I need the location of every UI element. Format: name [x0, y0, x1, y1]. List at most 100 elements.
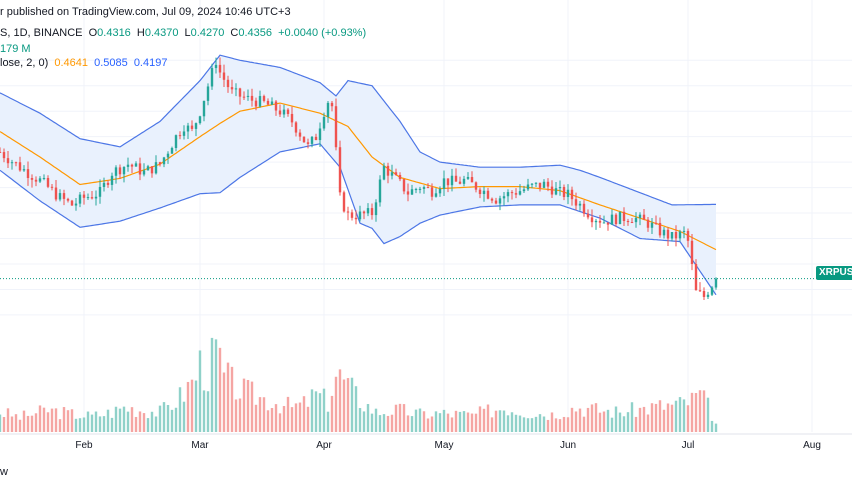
candle-body: [178, 135, 182, 137]
volume-bar: [418, 408, 422, 432]
candle-body: [386, 165, 390, 176]
candle-body: [690, 240, 694, 264]
candle-body: [526, 184, 530, 190]
candle-body: [66, 198, 70, 201]
volume-bar: [638, 407, 642, 432]
candle-body: [566, 189, 570, 198]
candle-body: [438, 188, 442, 194]
candle-body: [398, 174, 402, 180]
volume-bar: [486, 404, 490, 432]
volume-bar: [286, 396, 290, 432]
low-label: L: [184, 27, 191, 39]
volume-bar: [622, 416, 626, 432]
candle-body: [274, 101, 278, 111]
volume-bar: [398, 403, 402, 432]
bollinger-basis-line: [0, 102, 717, 251]
candle-body: [150, 166, 154, 174]
candle-body: [554, 188, 558, 195]
candle-body: [478, 189, 482, 195]
volume-bar: [22, 410, 26, 432]
volume-bar: [478, 406, 482, 432]
close-label: C: [230, 27, 239, 39]
candle-body: [366, 208, 370, 214]
candle-body: [26, 169, 30, 179]
volume-bar: [370, 413, 374, 432]
candle-body: [406, 191, 410, 195]
volume-bar: [42, 407, 46, 432]
volume-bar: [346, 378, 350, 432]
candle-body: [82, 194, 86, 198]
volume-bar: [290, 407, 294, 432]
candle-body: [490, 198, 494, 201]
candle-body: [414, 189, 418, 191]
volume-bar: [498, 410, 502, 432]
candle-body: [238, 88, 242, 97]
volume-bar: [646, 414, 650, 432]
candle-body: [202, 100, 206, 117]
candle-body: [22, 169, 26, 171]
candle-body: [86, 197, 90, 199]
candle-body: [290, 113, 294, 123]
volume-bar: [130, 407, 134, 432]
candle-body: [250, 95, 254, 101]
volume-bar: [326, 411, 330, 432]
candle-body: [482, 190, 486, 195]
candle-body: [138, 163, 142, 175]
volume-bar: [394, 404, 398, 432]
volume-bar: [182, 401, 186, 432]
volume-bar: [454, 410, 458, 432]
volume-bar: [514, 414, 518, 432]
candle-body: [262, 96, 266, 101]
candle-body: [210, 68, 214, 87]
candle-body: [446, 178, 450, 186]
volume-bar: [254, 404, 258, 432]
volume-bar: [546, 419, 550, 432]
candle-body: [154, 162, 158, 174]
volume-bar: [54, 408, 58, 432]
candle-body: [570, 189, 574, 200]
bollinger-params: lose, 2, 0): [0, 57, 49, 69]
candle-body: [118, 167, 122, 175]
volume-bar: [578, 408, 582, 432]
volume-bar: [78, 418, 82, 432]
volume-bar: [314, 391, 318, 432]
volume-bar: [214, 339, 218, 432]
volume-bar: [86, 411, 90, 432]
candle-body: [254, 100, 258, 107]
candle-body: [122, 166, 126, 175]
volume-bar: [446, 413, 450, 432]
volume-bar: [50, 408, 54, 432]
candle-body: [514, 193, 518, 195]
candle-body: [542, 181, 546, 188]
candle-body: [326, 102, 330, 117]
candle-body: [594, 220, 598, 223]
volume-bar: [258, 397, 262, 432]
volume-bar: [374, 408, 378, 432]
volume-bar: [14, 414, 18, 432]
volume-bar: [602, 411, 606, 432]
candle-body: [450, 175, 454, 186]
time-axis-label-jul: Jul: [681, 440, 695, 451]
candle-body: [658, 222, 662, 236]
candle-body: [158, 162, 162, 165]
candle-body: [114, 167, 118, 176]
candle-body: [606, 222, 610, 225]
time-axis-label-aug: Aug: [803, 440, 821, 451]
bollinger-upper-line: [0, 54, 716, 206]
volume-bar: [442, 409, 446, 432]
volume-bar: [674, 400, 678, 432]
candle-body: [574, 199, 578, 206]
candle-body: [374, 202, 378, 216]
candle-body: [70, 200, 74, 206]
low-value: 0.4270: [190, 27, 225, 39]
volume-bar: [190, 379, 194, 432]
candle-body: [710, 287, 714, 295]
candle-body: [354, 217, 358, 220]
volume-bar: [530, 418, 534, 432]
candle-body: [522, 189, 526, 192]
volume-bar: [650, 403, 654, 432]
volume-bar: [322, 388, 326, 432]
candle-body: [678, 231, 682, 239]
volume-bar: [34, 413, 38, 432]
